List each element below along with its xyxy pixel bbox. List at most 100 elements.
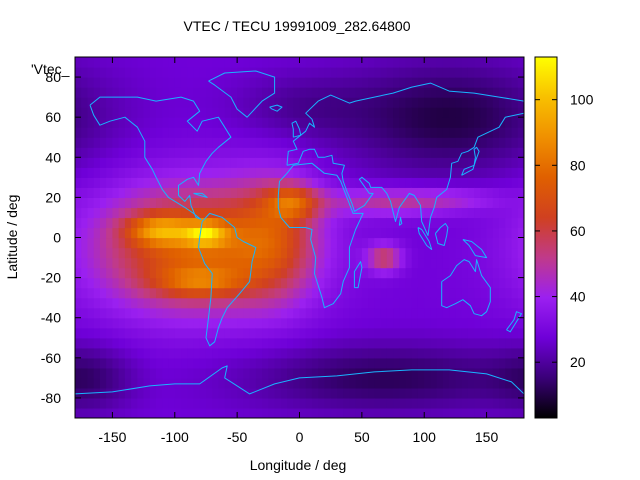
heatmap-cell xyxy=(124,77,132,88)
heatmap-cell xyxy=(355,157,363,168)
heatmap-cell xyxy=(511,137,519,148)
heatmap-cell xyxy=(218,77,226,88)
heatmap-cell xyxy=(486,67,494,78)
heatmap-cell xyxy=(280,147,288,158)
heatmap-cell xyxy=(349,177,357,188)
heatmap-cell xyxy=(380,127,388,138)
heatmap-cell xyxy=(424,257,432,269)
heatmap-cell xyxy=(430,257,438,269)
heatmap-cell xyxy=(393,317,400,329)
heatmap-cell xyxy=(199,397,207,409)
heatmap-cell xyxy=(411,57,419,68)
heatmap-cell xyxy=(218,287,226,299)
heatmap-cell xyxy=(299,117,307,128)
heatmap-cell xyxy=(511,237,519,249)
heatmap-cell xyxy=(199,77,207,88)
heatmap-cell xyxy=(355,127,363,138)
heatmap-cell xyxy=(393,227,400,239)
heatmap-cell xyxy=(399,77,407,88)
heatmap-cell xyxy=(330,337,338,349)
heatmap-cell xyxy=(280,307,288,319)
heatmap-cell xyxy=(81,287,89,299)
heatmap-cell xyxy=(336,167,344,178)
heatmap-cell xyxy=(249,287,257,299)
heatmap-cell xyxy=(118,117,126,128)
heatmap-cell xyxy=(262,327,269,339)
heatmap-cell xyxy=(330,167,338,178)
heatmap-cell xyxy=(399,267,407,279)
heatmap-cell xyxy=(230,127,238,138)
heatmap-cell xyxy=(455,117,463,128)
heatmap-cell xyxy=(280,157,288,168)
heatmap-cell xyxy=(380,217,388,229)
heatmap-cell xyxy=(156,397,163,409)
heatmap-cell xyxy=(143,267,151,279)
heatmap-cell xyxy=(505,367,513,379)
heatmap-cell xyxy=(75,67,82,78)
heatmap-cell xyxy=(499,187,506,198)
heatmap-cell xyxy=(442,347,450,359)
heatmap-cell xyxy=(218,257,226,269)
heatmap-cell xyxy=(274,177,282,188)
heatmap-cell xyxy=(87,227,95,239)
heatmap-cell xyxy=(174,127,182,138)
heatmap-cell xyxy=(411,187,419,198)
heatmap-cell xyxy=(393,297,400,309)
heatmap-cell xyxy=(224,247,232,259)
heatmap-cell xyxy=(255,77,263,88)
heatmap-cell xyxy=(436,117,444,128)
heatmap-cell xyxy=(430,67,438,78)
heatmap-cell xyxy=(99,297,107,309)
heatmap-cell xyxy=(243,107,251,118)
heatmap-cell xyxy=(393,257,400,269)
heatmap-cell xyxy=(218,377,226,389)
heatmap-cell xyxy=(156,77,163,88)
x-axis-label: Longitude / deg xyxy=(250,457,347,473)
heatmap-cell xyxy=(405,227,413,239)
heatmap-cell xyxy=(75,187,82,198)
heatmap-cell xyxy=(299,247,307,259)
heatmap-cell xyxy=(343,167,350,178)
heatmap-cell xyxy=(499,397,506,409)
heatmap-cell xyxy=(486,307,494,319)
heatmap-cell xyxy=(386,377,394,389)
heatmap-cell xyxy=(386,307,394,319)
heatmap-cell xyxy=(181,157,188,168)
heatmap-cell xyxy=(343,257,350,269)
heatmap-cell xyxy=(181,67,188,78)
heatmap-cell xyxy=(449,407,457,418)
heatmap-cell xyxy=(212,337,220,349)
heatmap-cell xyxy=(137,177,145,188)
heatmap-cell xyxy=(268,147,276,158)
heatmap-cell xyxy=(386,167,394,178)
heatmap-cell xyxy=(461,77,469,88)
heatmap-cell xyxy=(287,207,294,219)
heatmap-cell xyxy=(393,247,400,259)
heatmap-cell xyxy=(424,277,432,289)
heatmap-cell xyxy=(380,157,388,168)
heatmap-cell xyxy=(330,307,338,319)
heatmap-cell xyxy=(486,227,494,239)
heatmap-cell xyxy=(336,317,344,329)
heatmap-cell xyxy=(430,397,438,409)
heatmap-cell xyxy=(486,147,494,158)
heatmap-cell xyxy=(93,407,101,418)
heatmap-cell xyxy=(149,397,157,409)
heatmap-cell xyxy=(361,127,369,138)
heatmap-cell xyxy=(467,97,475,108)
heatmap-cell xyxy=(124,197,132,209)
heatmap-cell xyxy=(99,167,107,178)
heatmap-cell xyxy=(486,357,494,369)
heatmap-cell xyxy=(118,327,126,339)
heatmap-cell xyxy=(467,127,475,138)
heatmap-cell xyxy=(492,397,500,409)
heatmap-cell xyxy=(368,197,375,209)
heatmap-cell xyxy=(193,147,201,158)
heatmap-cell xyxy=(411,277,419,289)
heatmap-cell xyxy=(224,77,232,88)
heatmap-cell xyxy=(124,377,132,389)
heatmap-cell xyxy=(93,297,101,309)
heatmap-cell xyxy=(193,397,201,409)
heatmap-cell xyxy=(311,217,319,229)
heatmap-cell xyxy=(424,127,432,138)
